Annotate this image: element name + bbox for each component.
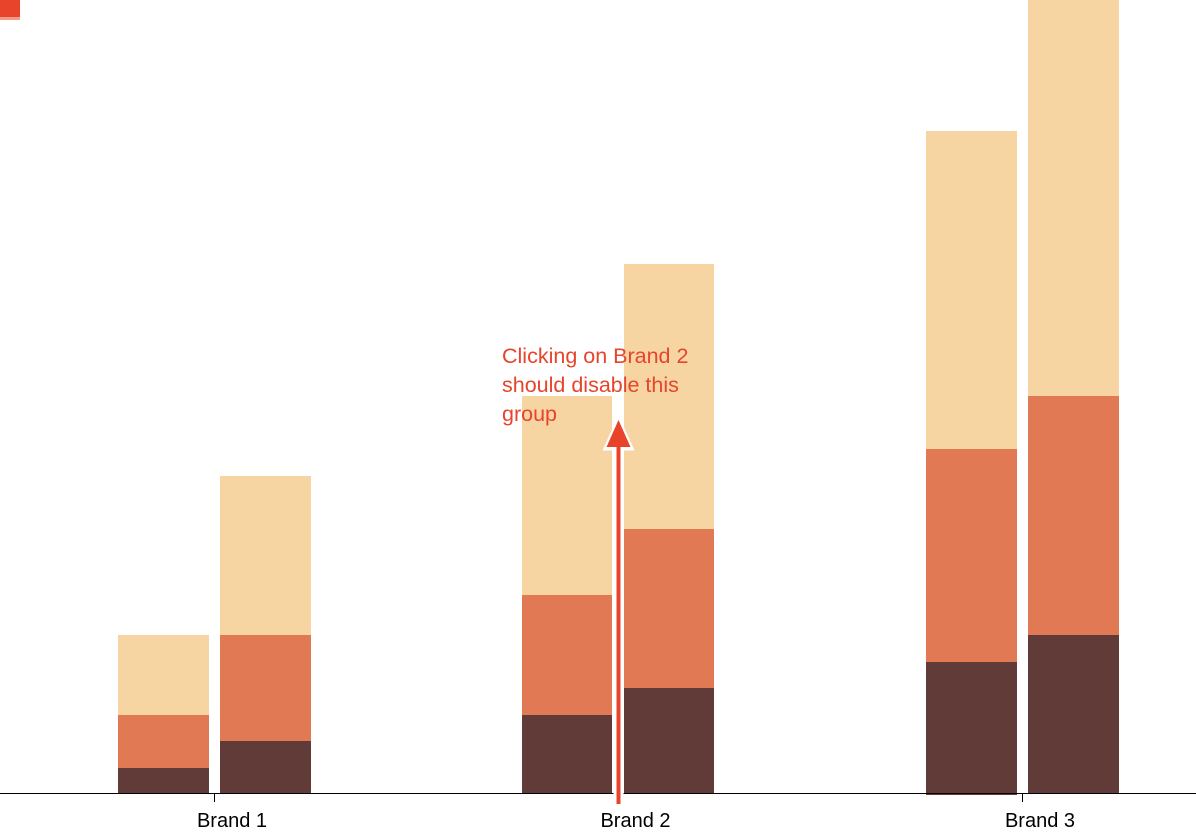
annotation-line-3: group <box>502 402 557 426</box>
bar-segment-middle-terracotta-brand-1-right-column[interactable] <box>220 635 311 742</box>
bar-segment-bottom-dark-brown-brand-2-left-column[interactable] <box>521 714 612 795</box>
annotation-text: Clicking on Brand 2 should disable this … <box>502 342 742 429</box>
bar-segment-top-tan-brand-2-right-column[interactable] <box>623 263 714 529</box>
bar-segment-bottom-dark-brown-brand-1-left-column[interactable] <box>118 767 209 795</box>
bar-segment-top-tan-brand-1-right-column[interactable] <box>220 475 311 636</box>
bar-segment-top-tan-brand-3-left-column[interactable] <box>926 130 1017 450</box>
bar-segment-middle-terracotta-brand-3-left-column[interactable] <box>926 449 1017 662</box>
x-axis-tick-brand-3 <box>1021 794 1024 802</box>
annotation-line-1: Clicking on Brand 2 <box>502 344 689 368</box>
x-axis-line <box>0 792 1196 795</box>
legend-swatch-red[interactable] <box>0 0 20 17</box>
bar-segment-middle-terracotta-brand-3-right-column[interactable] <box>1028 396 1119 636</box>
bar-segment-bottom-dark-brown-brand-2-right-column[interactable] <box>623 688 714 795</box>
x-axis-label-brand-2[interactable]: Brand 2 <box>600 810 671 832</box>
bar-segment-bottom-dark-brown-brand-1-right-column[interactable] <box>220 741 311 795</box>
bar-segment-bottom-dark-brown-brand-3-right-column[interactable] <box>1028 635 1119 795</box>
legend-swatch-underline <box>0 17 20 20</box>
bar-segment-middle-terracotta-brand-1-left-column[interactable] <box>118 714 209 768</box>
x-axis-tick-brand-1 <box>213 794 216 802</box>
annotation-arrow-icon <box>602 415 635 804</box>
bar-segment-top-tan-brand-3-right-column[interactable] <box>1028 0 1119 397</box>
x-axis-label-brand-1[interactable]: Brand 1 <box>196 810 268 832</box>
x-axis-label-brand-3[interactable]: Brand 3 <box>1004 810 1076 832</box>
bar-segment-top-tan-brand-1-left-column[interactable] <box>118 635 209 715</box>
bar-segment-middle-terracotta-brand-2-left-column[interactable] <box>521 595 612 715</box>
annotation-line-2: should disable this <box>502 373 679 397</box>
bar-segment-bottom-dark-brown-brand-3-left-column[interactable] <box>926 661 1017 795</box>
bar-segment-top-tan-brand-2-left-column[interactable] <box>521 396 612 596</box>
bar-segment-middle-terracotta-brand-2-right-column[interactable] <box>623 529 714 689</box>
